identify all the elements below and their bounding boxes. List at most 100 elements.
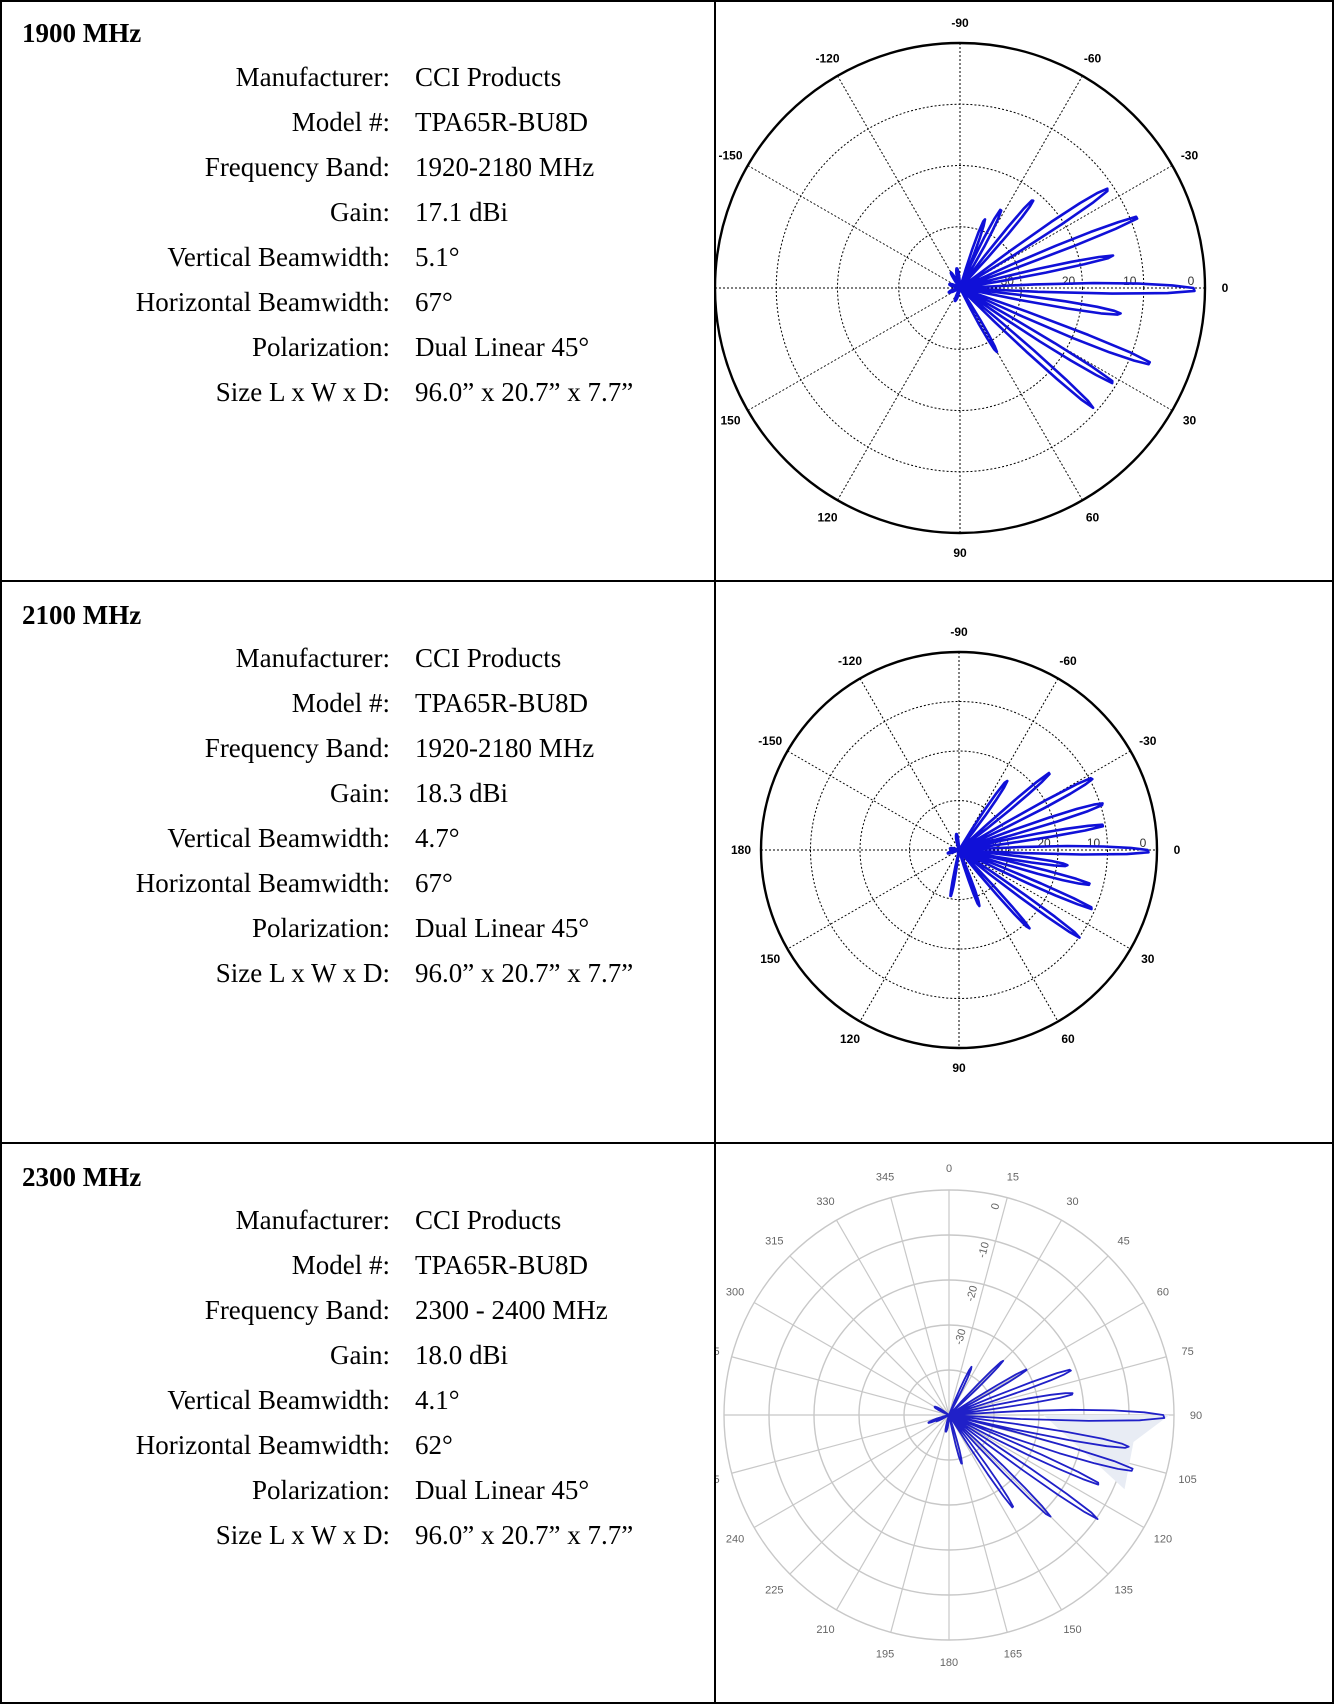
angle-tick-label: 315 — [765, 1235, 783, 1247]
angle-tick-label: -60 — [1084, 52, 1102, 66]
angle-tick-label: 90 — [953, 546, 967, 560]
spec-label: Gain: — [330, 778, 390, 809]
angle-tick-label: 45 — [1118, 1235, 1130, 1247]
spec-label: Vertical Beamwidth: — [167, 242, 390, 273]
angle-tick-label: 30 — [1141, 952, 1155, 966]
angle-tick-label: 285 — [716, 1346, 720, 1358]
spec-value: Dual Linear 45° — [415, 332, 589, 363]
spec-label: Polarization: — [252, 1475, 390, 1506]
angle-tick-label: 90 — [1190, 1410, 1202, 1422]
angle-tick-label: -30 — [1139, 734, 1157, 748]
angle-tick-label: 330 — [816, 1196, 834, 1208]
spec-label: Frequency Band: — [205, 733, 390, 764]
spec-value: 67° — [415, 868, 453, 899]
angle-tick-label: 60 — [1086, 510, 1100, 524]
spec-row: Size L x W x D: 96.0” x 20.7” x 7.7” — [0, 1520, 714, 1564]
spec-value: TPA65R-BU8D — [415, 688, 588, 719]
spec-value: 1920-2180 MHz — [415, 152, 594, 183]
spec-value: 1920-2180 MHz — [415, 733, 594, 764]
band-title: 2300 MHz — [22, 1162, 141, 1193]
radiation-pattern-trace — [948, 773, 1149, 938]
spec-value: 96.0” x 20.7” x 7.7” — [415, 377, 633, 408]
spec-label: Frequency Band: — [205, 1295, 390, 1326]
angle-tick-label: 150 — [760, 952, 780, 966]
spec-label: Polarization: — [252, 332, 390, 363]
ring-value-label: 10 — [1087, 836, 1101, 850]
angle-tick-label: 180 — [731, 843, 751, 857]
angle-tick-label: 150 — [1063, 1624, 1081, 1636]
spec-value: 96.0” x 20.7” x 7.7” — [415, 1520, 633, 1551]
angle-tick-label: 60 — [1157, 1287, 1169, 1299]
angle-tick-label: 0 — [946, 1163, 952, 1175]
angle-tick-label: -90 — [951, 16, 969, 30]
spec-row: Size L x W x D: 96.0” x 20.7” x 7.7” — [0, 377, 714, 421]
spec-value: CCI Products — [415, 643, 561, 674]
radiation-pattern-plot: 0 15 30 45 60 75 90 105 120 135 150 165 180 195 210 225… — [716, 1144, 1332, 1702]
spec-row: Model #: TPA65R-BU8D — [0, 1250, 714, 1294]
ring-value-label: 10 — [1123, 274, 1137, 288]
spec-value: 4.7° — [415, 823, 460, 854]
angle-tick-label: 90 — [952, 1061, 966, 1075]
spec-label: Gain: — [330, 197, 390, 228]
angle-tick-label: 195 — [876, 1649, 894, 1661]
radiation-pattern-trace — [949, 189, 1195, 408]
spec-row: Frequency Band: 2300 - 2400 MHz — [0, 1295, 714, 1339]
angle-tick-label: -60 — [1059, 654, 1077, 668]
angle-tick-label: -120 — [838, 654, 862, 668]
spec-row: Size L x W x D: 96.0” x 20.7” x 7.7” — [0, 958, 714, 1002]
spec-label: Polarization: — [252, 913, 390, 944]
angle-tick-label: 15 — [1007, 1171, 1019, 1183]
angle-tick-label: 120 — [1154, 1534, 1172, 1546]
spec-value: 17.1 dBi — [415, 197, 508, 228]
spec-label: Vertical Beamwidth: — [167, 823, 390, 854]
spec-label: Manufacturer: — [236, 62, 390, 93]
ring-value-label: -30 — [953, 1328, 969, 1346]
spec-row: Manufacturer: CCI Products — [0, 62, 714, 106]
band-title: 2100 MHz — [22, 600, 141, 631]
spec-label: Model #: — [292, 107, 390, 138]
spec-value: CCI Products — [415, 1205, 561, 1236]
angle-tick-label: 240 — [726, 1534, 744, 1546]
spec-label: Horizontal Beamwidth: — [136, 1430, 390, 1461]
spec-row: Frequency Band: 1920-2180 MHz — [0, 733, 714, 777]
angle-tick-label: 60 — [1061, 1032, 1075, 1046]
spec-value: 18.0 dBi — [415, 1340, 508, 1371]
spec-row: Gain: 17.1 dBi — [0, 197, 714, 241]
spec-label: Horizontal Beamwidth: — [136, 868, 390, 899]
angle-tick-label: 120 — [840, 1032, 860, 1046]
spec-label: Manufacturer: — [236, 1205, 390, 1236]
spec-label: Size L x W x D: — [216, 958, 390, 989]
spec-label: Vertical Beamwidth: — [167, 1385, 390, 1416]
ring-value-label: -10 — [976, 1241, 992, 1259]
angle-tick-label: 0 — [1222, 281, 1229, 295]
spec-value: Dual Linear 45° — [415, 1475, 589, 1506]
angle-tick-label: -150 — [758, 734, 782, 748]
spec-value: 2300 - 2400 MHz — [415, 1295, 608, 1326]
angle-tick-label: 105 — [1178, 1474, 1196, 1486]
band-title: 1900 MHz — [22, 18, 141, 49]
spec-row: Gain: 18.0 dBi — [0, 1340, 714, 1384]
spec-row: Frequency Band: 1920-2180 MHz — [0, 152, 714, 196]
spec-value: 96.0” x 20.7” x 7.7” — [415, 958, 633, 989]
spec-value: 4.1° — [415, 1385, 460, 1416]
angle-tick-label: 135 — [1114, 1585, 1132, 1597]
spec-label: Manufacturer: — [236, 643, 390, 674]
spec-row: Vertical Beamwidth: 4.7° — [0, 823, 714, 867]
ring-value-label: -20 — [965, 1284, 981, 1302]
angle-tick-label: 225 — [765, 1585, 783, 1597]
ring-value-label: 0 — [989, 1202, 1002, 1211]
spec-row: Model #: TPA65R-BU8D — [0, 107, 714, 151]
spec-row: Gain: 18.3 dBi — [0, 778, 714, 822]
spec-label: Frequency Band: — [205, 152, 390, 183]
spec-value: 5.1° — [415, 242, 460, 273]
angle-tick-label: 210 — [816, 1624, 834, 1636]
angle-tick-label: -150 — [718, 149, 742, 163]
pattern-shaded-region — [1044, 1415, 1170, 1489]
spec-label: Model #: — [292, 688, 390, 719]
spec-value: 67° — [415, 287, 453, 318]
spec-value: TPA65R-BU8D — [415, 107, 588, 138]
spec-value: TPA65R-BU8D — [415, 1250, 588, 1281]
angle-tick-label: 165 — [1004, 1649, 1022, 1661]
